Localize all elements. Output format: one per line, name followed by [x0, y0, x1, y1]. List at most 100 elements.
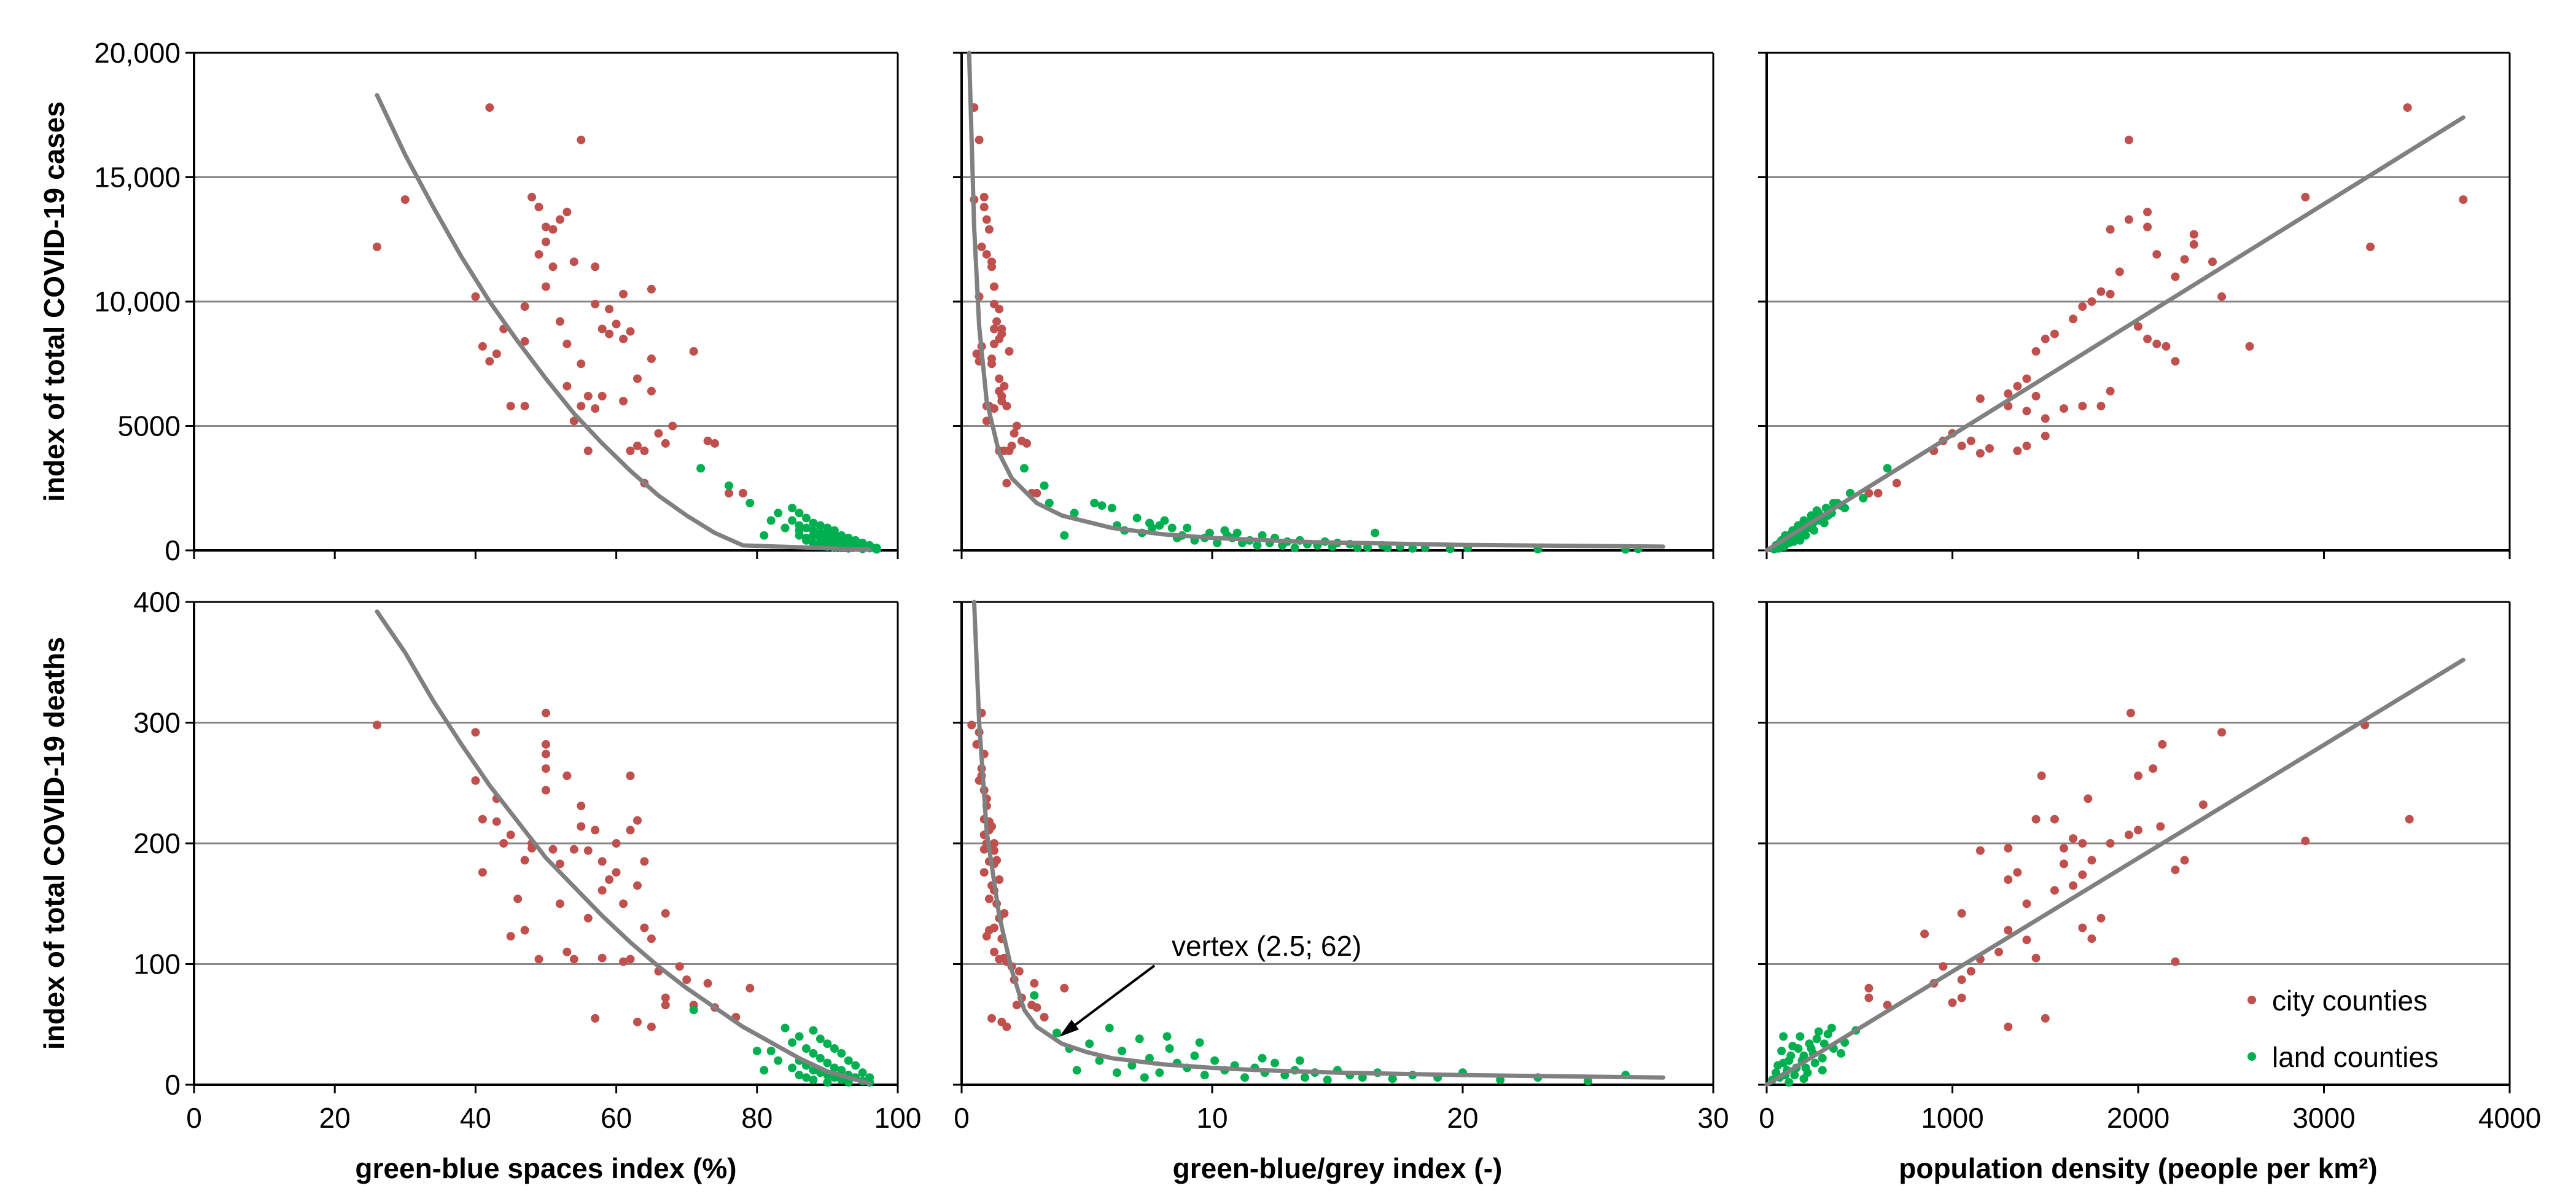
data-point [1837, 1049, 1845, 1058]
panel-cases-vs-green-blue-grey [953, 50, 1714, 559]
data-point [1864, 488, 1874, 498]
data-point [1070, 509, 1079, 518]
x-tick-label-20: 20 [319, 1102, 351, 1134]
data-point [1148, 523, 1157, 533]
data-point [1132, 514, 1142, 523]
x-tick-label-20: 20 [1447, 1102, 1478, 1134]
data-point [809, 1026, 818, 1035]
data-point [1002, 1022, 1011, 1031]
data-point [2143, 334, 2152, 343]
data-point [2171, 357, 2180, 366]
data-point [612, 839, 621, 848]
data-point [2087, 856, 2096, 865]
data-point [1005, 447, 1014, 455]
data-point [2459, 195, 2468, 204]
data-point [1957, 909, 1966, 918]
data-point [373, 242, 381, 251]
data-point [1939, 962, 1948, 971]
data-point [995, 374, 1004, 383]
data-point [1920, 929, 1929, 939]
x-axis-title: green-blue/grey index (-) [1173, 1152, 1503, 1184]
data-point [1810, 1058, 1819, 1068]
data-point [2217, 728, 2227, 737]
data-point [1796, 536, 1805, 545]
legend-city-marker [2247, 996, 2256, 1004]
data-point [823, 1058, 832, 1068]
data-point [745, 983, 755, 993]
data-point [682, 975, 691, 984]
data-point [2060, 404, 2068, 413]
panel-cases-vs-population-density [1758, 52, 2511, 559]
data-point [647, 354, 656, 364]
data-point [984, 894, 994, 904]
data-point [788, 504, 797, 513]
data-point [837, 1049, 846, 1058]
data-point [1113, 1068, 1121, 1077]
data-point [710, 439, 719, 448]
data-point [2301, 192, 2310, 201]
data-point [1814, 1027, 1823, 1036]
x-tick-label-0: 0 [1759, 1102, 1775, 1134]
data-point [569, 845, 578, 854]
data-point [823, 1078, 832, 1087]
data-point [2087, 934, 2096, 943]
data-point [990, 324, 998, 334]
data-point [1118, 1047, 1127, 1055]
series-city-counties [1846, 103, 2468, 498]
data-point [1200, 1071, 1209, 1080]
data-point [837, 1066, 846, 1075]
data-point [591, 262, 600, 271]
data-point [661, 909, 670, 918]
data-point [1496, 1076, 1505, 1085]
data-point [583, 391, 593, 400]
data-point [2004, 843, 2013, 853]
data-point [2041, 414, 2050, 423]
data-point [1784, 1056, 1794, 1065]
x-tick-label-2000: 2000 [2107, 1102, 2169, 1134]
data-point [2366, 242, 2375, 251]
data-point [2022, 407, 2031, 416]
data-point [1053, 1028, 1061, 1037]
x-tick-label-40: 40 [460, 1102, 491, 1134]
data-point [1005, 347, 1014, 356]
data-point [858, 1068, 867, 1077]
data-point [1155, 521, 1164, 530]
data-point [1818, 1066, 1827, 1075]
data-point [562, 208, 572, 217]
data-point [780, 1023, 790, 1033]
data-point [597, 857, 607, 866]
data-point [703, 978, 712, 988]
data-point [1012, 1001, 1021, 1010]
data-point [647, 1022, 656, 1031]
data-point [2069, 314, 2078, 324]
data-point [1388, 1074, 1397, 1084]
data-point [1883, 1001, 1892, 1010]
trend-line [971, 600, 1665, 1080]
data-point [583, 447, 593, 455]
data-point [2106, 289, 2115, 299]
data-point [597, 953, 607, 963]
data-point [555, 899, 564, 908]
data-point [760, 531, 769, 540]
data-point [542, 222, 550, 232]
data-point [2013, 868, 2022, 877]
data-point [1295, 1056, 1304, 1065]
data-point [2078, 870, 2087, 880]
data-point [661, 993, 670, 1002]
y-tick-label-5000: 5000 [118, 410, 181, 442]
data-point [626, 955, 635, 964]
data-point [725, 481, 733, 490]
data-point [1085, 1039, 1094, 1049]
data-point [520, 302, 529, 311]
data-point [542, 740, 550, 749]
data-point [2208, 257, 2217, 267]
data-point [1155, 1068, 1164, 1077]
data-point [569, 257, 578, 267]
data-point [696, 464, 706, 473]
data-point [1195, 1038, 1204, 1047]
data-point [788, 1038, 797, 1047]
data-point [1190, 1051, 1199, 1060]
y-tick-label-0: 0 [165, 1069, 181, 1101]
data-point [373, 721, 381, 730]
data-point [2096, 287, 2106, 296]
